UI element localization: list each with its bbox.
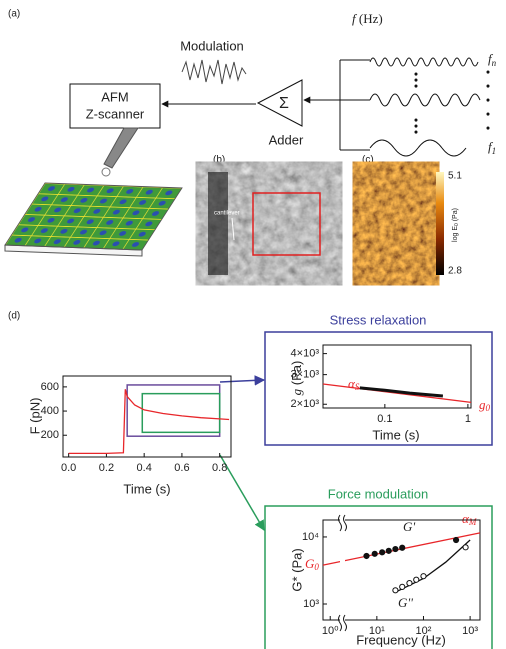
x-tick-label: 0.4 xyxy=(137,462,152,474)
x-tick-label: 1 xyxy=(465,413,471,425)
modulus-map xyxy=(360,172,432,275)
chart-title: Stress relaxation xyxy=(330,312,427,327)
wave xyxy=(370,94,480,106)
dots xyxy=(416,72,488,132)
wave xyxy=(370,140,466,156)
series-label: G' xyxy=(403,519,415,534)
tip xyxy=(102,168,110,176)
shadow xyxy=(208,172,228,275)
data-point xyxy=(414,577,419,582)
f-low: f1 xyxy=(488,139,496,156)
data-point xyxy=(407,580,412,585)
plot-frame xyxy=(63,376,231,457)
colorbar-min: 2.8 xyxy=(448,266,462,277)
x-axis-label: Time (s) xyxy=(372,427,419,442)
colorbar xyxy=(436,172,444,275)
sub: 0 xyxy=(486,403,491,413)
alpha-annotation: αS xyxy=(348,376,360,392)
x-tick-label: 0.6 xyxy=(174,462,189,474)
y-tick-label: 400 xyxy=(41,405,59,417)
region-box xyxy=(142,394,219,433)
x-tick-label: 10² xyxy=(416,625,432,637)
y-tick-label: 2×10³ xyxy=(291,398,320,410)
x-tick-label: 10¹ xyxy=(369,625,385,637)
sub: n xyxy=(492,58,497,68)
series-label: G'' xyxy=(398,595,413,610)
data-point xyxy=(372,551,377,556)
data-point xyxy=(386,548,391,553)
scanner-label: AFM xyxy=(101,89,128,104)
data-line xyxy=(69,389,229,453)
data-point xyxy=(400,545,405,550)
cantilever xyxy=(104,128,138,168)
sub: 0 xyxy=(314,562,319,572)
alpha-annotation: αM xyxy=(462,511,477,527)
sub: 1 xyxy=(492,146,497,156)
y-tick-label: 10³ xyxy=(303,598,319,610)
x-axis-label: Time (s) xyxy=(123,481,170,496)
data-point xyxy=(463,545,468,550)
data-point xyxy=(400,584,405,589)
region-box xyxy=(127,385,219,436)
y-axis-label: G* (Pa) xyxy=(289,548,304,591)
f-high: fn xyxy=(488,51,497,68)
panel-label: (a) xyxy=(8,9,20,20)
sub: M xyxy=(468,517,477,527)
unit: (Hz) xyxy=(356,11,383,26)
sub: S xyxy=(355,382,360,392)
x-tick-label: 10⁰ xyxy=(322,625,339,637)
x-tick-label: 0.0 xyxy=(61,462,76,474)
g0-annotation: G0 xyxy=(305,556,319,572)
adder-label: Adder xyxy=(269,132,304,147)
y-tick-label: 10⁴ xyxy=(302,531,319,543)
y-tick-label: 200 xyxy=(41,429,59,441)
data-point xyxy=(380,550,385,555)
post: (Pa) xyxy=(452,208,459,223)
freq-axis-label: f (Hz) xyxy=(352,11,383,26)
data-line xyxy=(323,384,471,402)
x-tick-label: 0.8 xyxy=(212,462,227,474)
noise-signal xyxy=(182,60,246,84)
data-line xyxy=(360,388,443,396)
data-point xyxy=(364,553,369,558)
colorbar-max: 5.1 xyxy=(448,171,462,182)
wave xyxy=(370,58,478,66)
y-tick-label: 4×10³ xyxy=(291,348,320,360)
plot-frame xyxy=(323,345,471,408)
x-tick-label: 10³ xyxy=(462,625,478,637)
data-point xyxy=(421,574,426,579)
y-tick-label: 3×10³ xyxy=(291,369,320,381)
figure: (a) f (Hz) Modulation AFM Z-scanner Σ Ad… xyxy=(0,0,506,649)
cantilever-label: cantilever xyxy=(214,211,240,217)
y-tick-label: 600 xyxy=(41,381,59,393)
data-point xyxy=(393,588,398,593)
panel-label: (c) xyxy=(362,155,374,166)
bracket xyxy=(340,60,370,150)
panel-label: (b) xyxy=(213,155,225,166)
panel-label: (d) xyxy=(8,311,20,322)
x-tick-label: 0.1 xyxy=(377,413,392,425)
sigma: Σ xyxy=(279,95,289,112)
pre: log E xyxy=(452,226,459,242)
g0-annotation: g0 xyxy=(479,397,491,413)
axis-break xyxy=(340,517,345,623)
data-point xyxy=(453,537,458,542)
data-point xyxy=(393,546,398,551)
scanner-label: Z-scanner xyxy=(86,106,145,121)
arrow xyxy=(220,380,264,382)
colorbar-label: log E0 (Pa) xyxy=(452,208,460,242)
chart-title: Force modulation xyxy=(328,486,428,501)
modulation-label: Modulation xyxy=(180,38,244,53)
sample xyxy=(5,183,182,250)
x-tick-label: 0.2 xyxy=(99,462,114,474)
